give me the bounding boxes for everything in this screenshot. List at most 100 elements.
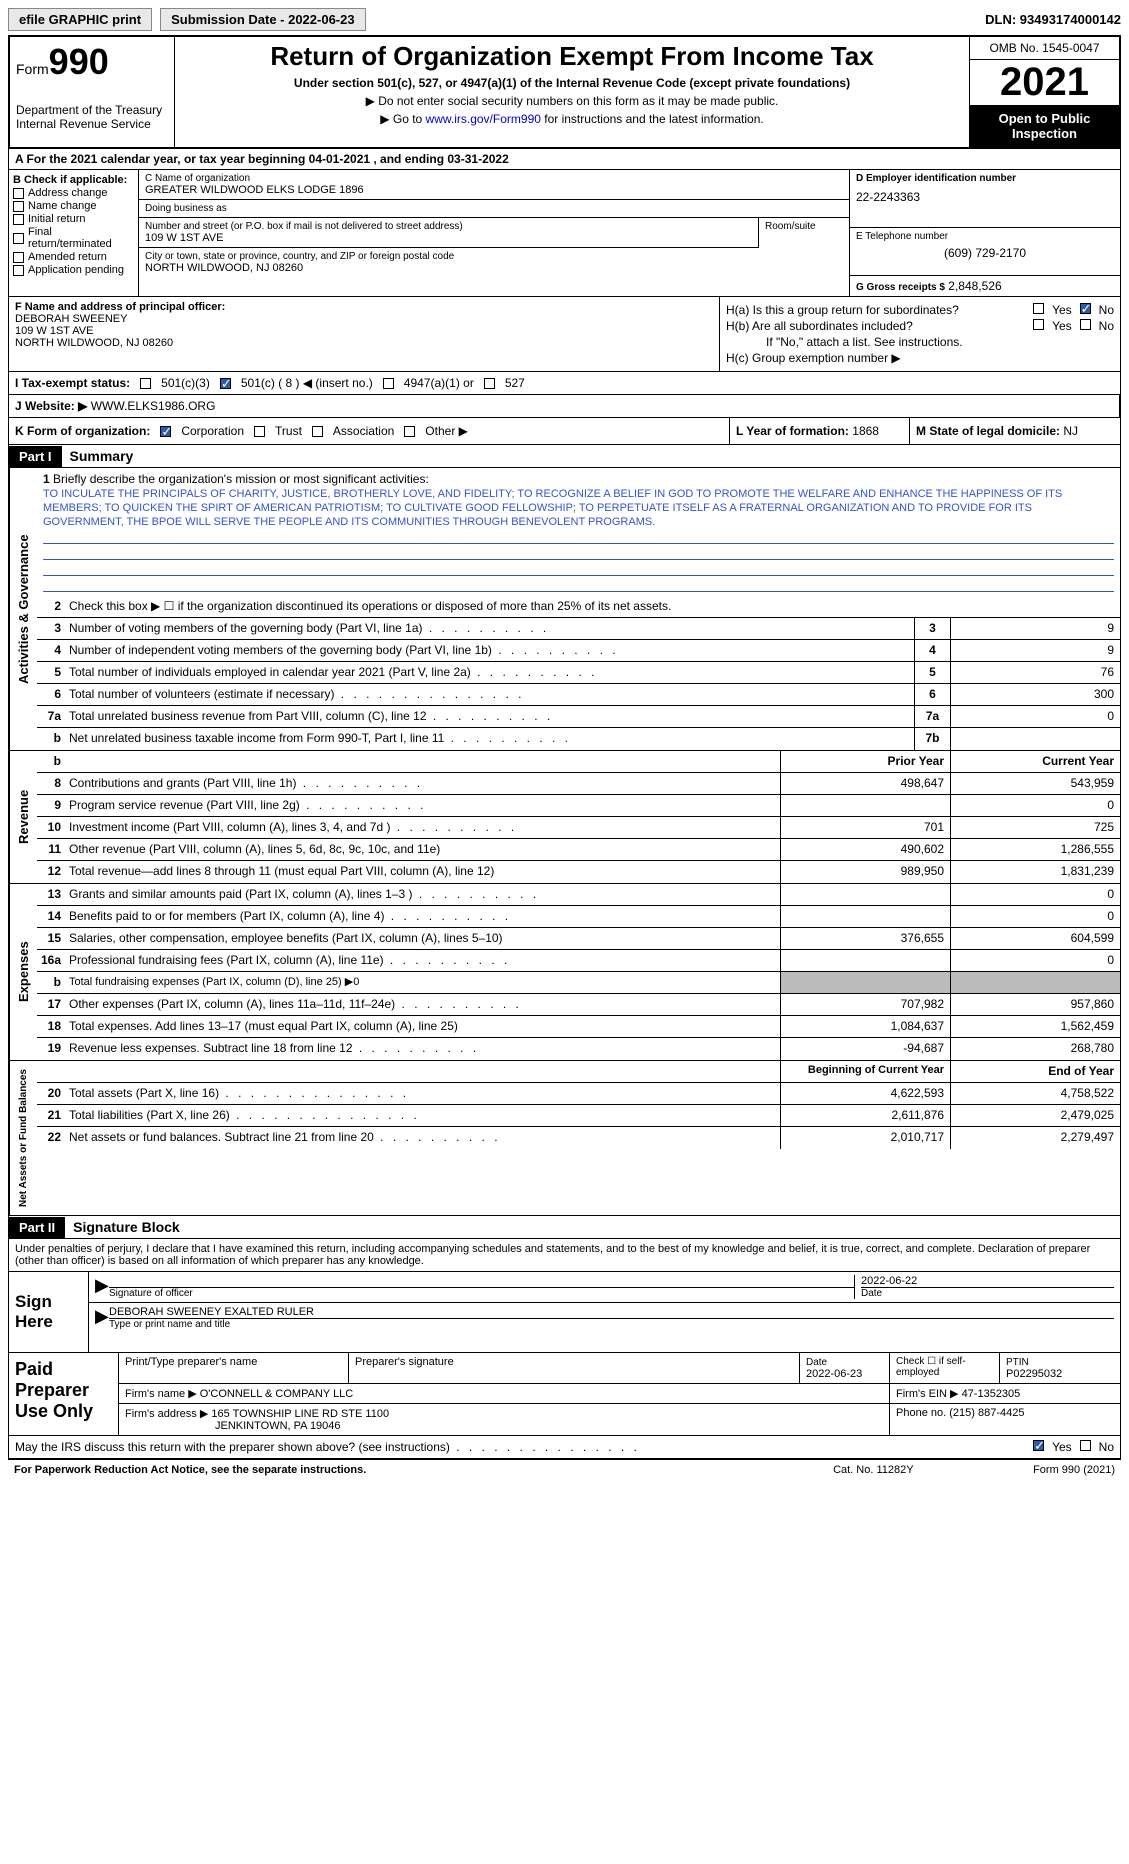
paid-preparer-label: Paid Preparer Use Only: [9, 1353, 119, 1435]
val-15-prior: 376,655: [780, 928, 950, 949]
val-7a: 0: [950, 706, 1120, 727]
street: 109 W 1ST AVE: [145, 232, 752, 244]
arrow-icon: ▶: [95, 1275, 109, 1299]
form-header: Form990 Department of the Treasury Inter…: [8, 35, 1121, 149]
val-12-prior: 989,950: [780, 861, 950, 883]
dln: DLN: 93493174000142: [985, 12, 1121, 27]
perjury-text: Under penalties of perjury, I declare th…: [9, 1239, 1120, 1271]
val-14-curr: 0: [950, 906, 1120, 927]
officer-name: DEBORAH SWEENEY: [15, 313, 713, 325]
firm-name: O'CONNELL & COMPANY LLC: [200, 1388, 354, 1400]
org-name: GREATER WILDWOOD ELKS LODGE 1896: [145, 184, 843, 196]
val-11-curr: 1,286,555: [950, 839, 1120, 860]
sign-here-label: Sign Here: [9, 1272, 89, 1352]
val-7b: [950, 728, 1120, 750]
ha-no[interactable]: [1080, 303, 1091, 314]
city: NORTH WILDWOOD, NJ 08260: [145, 262, 843, 274]
chk-assoc[interactable]: [312, 426, 323, 437]
year-formation: 1868: [852, 424, 879, 438]
row-a-tax-year: A For the 2021 calendar year, or tax yea…: [8, 149, 1121, 170]
chk-address-change[interactable]: [13, 188, 24, 199]
val-9-prior: [780, 795, 950, 816]
side-expenses: Expenses: [9, 884, 37, 1060]
omb-number: OMB No. 1545-0047: [970, 37, 1119, 60]
side-governance: Activities & Governance: [9, 468, 37, 750]
part2-header: Part II Signature Block: [8, 1216, 1121, 1239]
val-9-curr: 0: [950, 795, 1120, 816]
chk-amended[interactable]: [13, 252, 24, 263]
website: WWW.ELKS1986.ORG: [91, 399, 216, 413]
val-17-prior: 707,982: [780, 994, 950, 1015]
val-22-end: 2,279,497: [950, 1127, 1120, 1149]
org-name-label: C Name of organization: [145, 173, 843, 184]
chk-501c[interactable]: [220, 378, 231, 389]
ein-label: D Employer identification number: [856, 173, 1114, 184]
hc-line: H(c) Group exemption number ▶: [726, 351, 1114, 365]
chk-other[interactable]: [404, 426, 415, 437]
submission-date-button[interactable]: Submission Date - 2022-06-23: [160, 8, 366, 31]
val-19-prior: -94,687: [780, 1038, 950, 1060]
side-revenue: Revenue: [9, 751, 37, 883]
chk-trust[interactable]: [254, 426, 265, 437]
chk-final-return[interactable]: [13, 233, 24, 244]
efile-print-button[interactable]: efile GRAPHIC print: [8, 8, 152, 31]
side-netassets: Net Assets or Fund Balances: [9, 1061, 37, 1215]
val-22-begin: 2,010,717: [780, 1127, 950, 1149]
section-bcd: B Check if applicable: Address change Na…: [8, 170, 1121, 297]
hb-line: H(b) Are all subordinates included? Yes …: [726, 319, 1114, 333]
ein: 22-2243363: [856, 190, 1114, 204]
officer-sig-name: DEBORAH SWEENEY EXALTED RULER: [109, 1306, 1114, 1318]
signature-section: Under penalties of perjury, I declare th…: [8, 1239, 1121, 1459]
val-4: 9: [950, 640, 1120, 661]
tax-year: 2021: [970, 60, 1119, 105]
mission-text: TO INCULATE THE PRINCIPALS OF CHARITY, J…: [43, 488, 1062, 528]
ha-line: H(a) Is this a group return for subordin…: [726, 303, 1114, 317]
chk-501c3[interactable]: [140, 378, 151, 389]
firm-phone: (215) 887-4425: [949, 1407, 1024, 1419]
val-21-end: 2,479,025: [950, 1105, 1120, 1126]
b-header: B Check if applicable:: [13, 174, 134, 186]
chk-name-change[interactable]: [13, 201, 24, 212]
discuss-yes[interactable]: [1033, 1440, 1044, 1451]
state-domicile: NJ: [1063, 424, 1078, 438]
department: Department of the Treasury Internal Reve…: [16, 103, 168, 131]
val-3: 9: [950, 618, 1120, 639]
gross-receipts: 2,848,526: [948, 279, 1001, 293]
irs-link[interactable]: www.irs.gov/Form990: [426, 112, 541, 126]
open-to-public: Open to Public Inspection: [970, 105, 1119, 147]
val-16a-prior: [780, 950, 950, 971]
firm-ein: 47-1352305: [962, 1388, 1021, 1400]
discuss-no[interactable]: [1080, 1440, 1091, 1451]
hb-no[interactable]: [1080, 319, 1091, 330]
val-15-curr: 604,599: [950, 928, 1120, 949]
phone-label: E Telephone number: [856, 231, 1114, 242]
row-i-tax-exempt: I Tax-exempt status: 501(c)(3) 501(c) ( …: [8, 372, 1121, 395]
firm-addr2: JENKINTOWN, PA 19046: [215, 1420, 341, 1432]
chk-app-pending[interactable]: [13, 265, 24, 276]
val-5: 76: [950, 662, 1120, 683]
firm-addr1: 165 TOWNSHIP LINE RD STE 1100: [211, 1408, 389, 1420]
ha-yes[interactable]: [1033, 303, 1044, 314]
val-17-curr: 957,860: [950, 994, 1120, 1015]
val-10-prior: 701: [780, 817, 950, 838]
activities-governance: Activities & Governance 1 Briefly descri…: [8, 468, 1121, 751]
netassets-section: Net Assets or Fund Balances Beginning of…: [8, 1061, 1121, 1216]
val-21-begin: 2,611,876: [780, 1105, 950, 1126]
page-footer: For Paperwork Reduction Act Notice, see …: [8, 1459, 1121, 1480]
val-16b-prior: [780, 972, 950, 993]
val-18-curr: 1,562,459: [950, 1016, 1120, 1037]
note-link: ▶ Go to www.irs.gov/Form990 for instruct…: [183, 112, 961, 126]
phone: (609) 729-2170: [856, 246, 1114, 260]
chk-corp[interactable]: [160, 426, 171, 437]
discuss-row: May the IRS discuss this return with the…: [9, 1435, 1120, 1458]
chk-4947[interactable]: [383, 378, 394, 389]
part1-header: Part I Summary: [8, 445, 1121, 468]
row-j: J Website: ▶ WWW.ELKS1986.ORG: [8, 395, 1121, 418]
chk-initial-return[interactable]: [13, 214, 24, 225]
chk-527[interactable]: [484, 378, 495, 389]
hb-yes[interactable]: [1033, 319, 1044, 330]
val-19-curr: 268,780: [950, 1038, 1120, 1060]
form-title: Return of Organization Exempt From Incom…: [183, 41, 961, 72]
val-8-curr: 543,959: [950, 773, 1120, 794]
row-k: K Form of organization: Corporation Trus…: [8, 418, 1121, 445]
